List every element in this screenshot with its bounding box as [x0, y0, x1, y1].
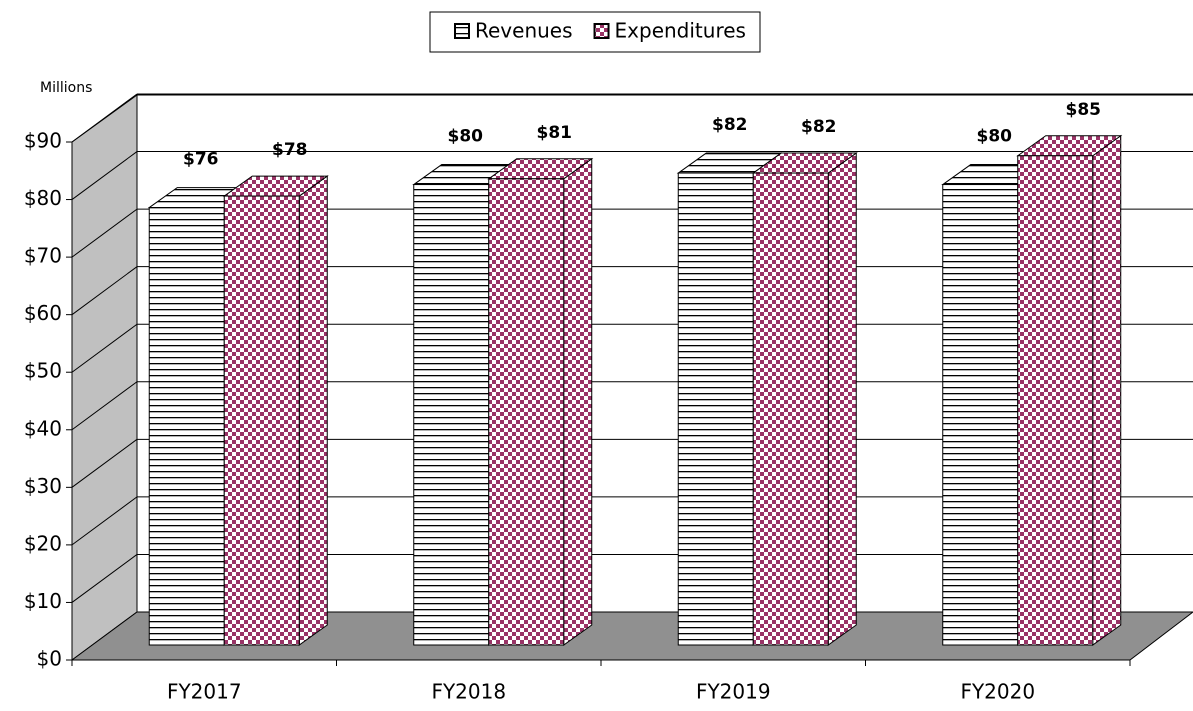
bar: [223, 195, 300, 646]
bar-side: [827, 152, 857, 646]
grid-line: [71, 208, 138, 258]
value-label: $78: [272, 140, 308, 160]
value-label: $80: [977, 127, 1013, 147]
legend-swatch: [593, 23, 610, 39]
legend-label: Expenditures: [615, 19, 746, 43]
value-label: $85: [1066, 100, 1102, 120]
y-tick-label: $0: [37, 647, 62, 671]
grid-line: [71, 496, 138, 546]
y-tick-label: $40: [24, 416, 62, 440]
value-label: $81: [537, 123, 573, 143]
grid-line: [71, 323, 138, 373]
axis-label: Millions: [40, 80, 92, 96]
x-tick-label: FY2017: [167, 680, 242, 704]
y-tick-label: $90: [24, 129, 62, 153]
value-label: $82: [712, 115, 748, 135]
bar: [1017, 155, 1094, 646]
grid-line: [71, 151, 138, 200]
bar-side: [563, 157, 593, 646]
bar-side: [1092, 134, 1122, 646]
value-label: $82: [801, 117, 837, 137]
x-tick-label: FY2018: [431, 680, 506, 704]
bar: [942, 184, 1019, 646]
bar: [488, 178, 565, 646]
grid-line: [71, 554, 138, 603]
back-wall: [137, 95, 1193, 612]
x-tick-label: FY2019: [696, 680, 771, 704]
y-tick-label: $30: [24, 474, 62, 498]
legend-label: Revenues: [475, 19, 573, 43]
y-tick-label: $70: [24, 244, 62, 268]
bar-side: [298, 175, 328, 646]
bar: [677, 172, 754, 646]
x-tick-label: FY2020: [960, 680, 1035, 704]
y-tick-label: $50: [24, 359, 62, 383]
legend-swatch: [454, 23, 470, 39]
value-label: $76: [183, 150, 219, 170]
side-wall: [71, 94, 138, 661]
y-tick-label: $60: [24, 301, 62, 325]
value-label: $80: [448, 127, 484, 147]
grid-line: [71, 93, 138, 143]
bar: [413, 184, 490, 646]
y-tick-label: $10: [24, 589, 62, 613]
y-tick-label: $20: [24, 531, 62, 555]
grid-line: [71, 438, 138, 488]
y-tick-label: $80: [24, 186, 62, 210]
grid-line: [71, 381, 138, 431]
bar: [148, 207, 225, 646]
bar: [752, 172, 829, 646]
grid-line: [71, 266, 138, 316]
